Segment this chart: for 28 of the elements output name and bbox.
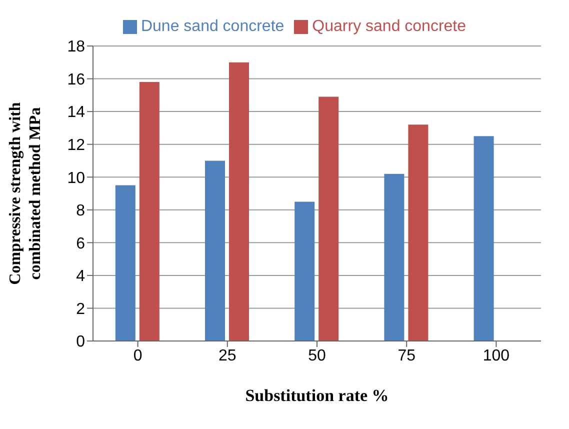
y-tick-label: 8 — [76, 202, 86, 220]
x-tick-label: 100 — [482, 347, 510, 364]
bar — [384, 174, 404, 341]
y-tick-label: 16 — [67, 71, 86, 88]
bar — [139, 82, 160, 341]
y-tick-label: 6 — [76, 235, 86, 252]
bar — [115, 185, 136, 341]
bar — [408, 124, 428, 341]
bar — [318, 96, 339, 341]
bar — [294, 202, 315, 341]
x-tick-label: 75 — [398, 347, 416, 364]
y-tick-label: 10 — [67, 170, 86, 187]
bar — [229, 62, 249, 341]
y-tick-label: 18 — [67, 38, 86, 56]
legend-label: Quarry sand concrete — [312, 18, 466, 35]
y-tick-label: 4 — [76, 268, 86, 286]
bar — [205, 160, 225, 341]
y-axis-title: Compressive strength with combinated method MPa — [7, 102, 44, 285]
x-tick-label: 25 — [218, 347, 236, 364]
y-tick-label: 12 — [67, 137, 86, 154]
x-tick-label: 0 — [133, 347, 142, 364]
y-tick-label: 2 — [76, 300, 86, 318]
legend-label: Dune sand concrete — [140, 18, 284, 35]
x-tick-label: 50 — [308, 347, 326, 364]
y-tick-label: 14 — [67, 104, 86, 122]
y-tick-label: 0 — [76, 334, 86, 351]
bar — [474, 136, 494, 341]
x-axis-title: Substitution rate % — [245, 386, 389, 405]
